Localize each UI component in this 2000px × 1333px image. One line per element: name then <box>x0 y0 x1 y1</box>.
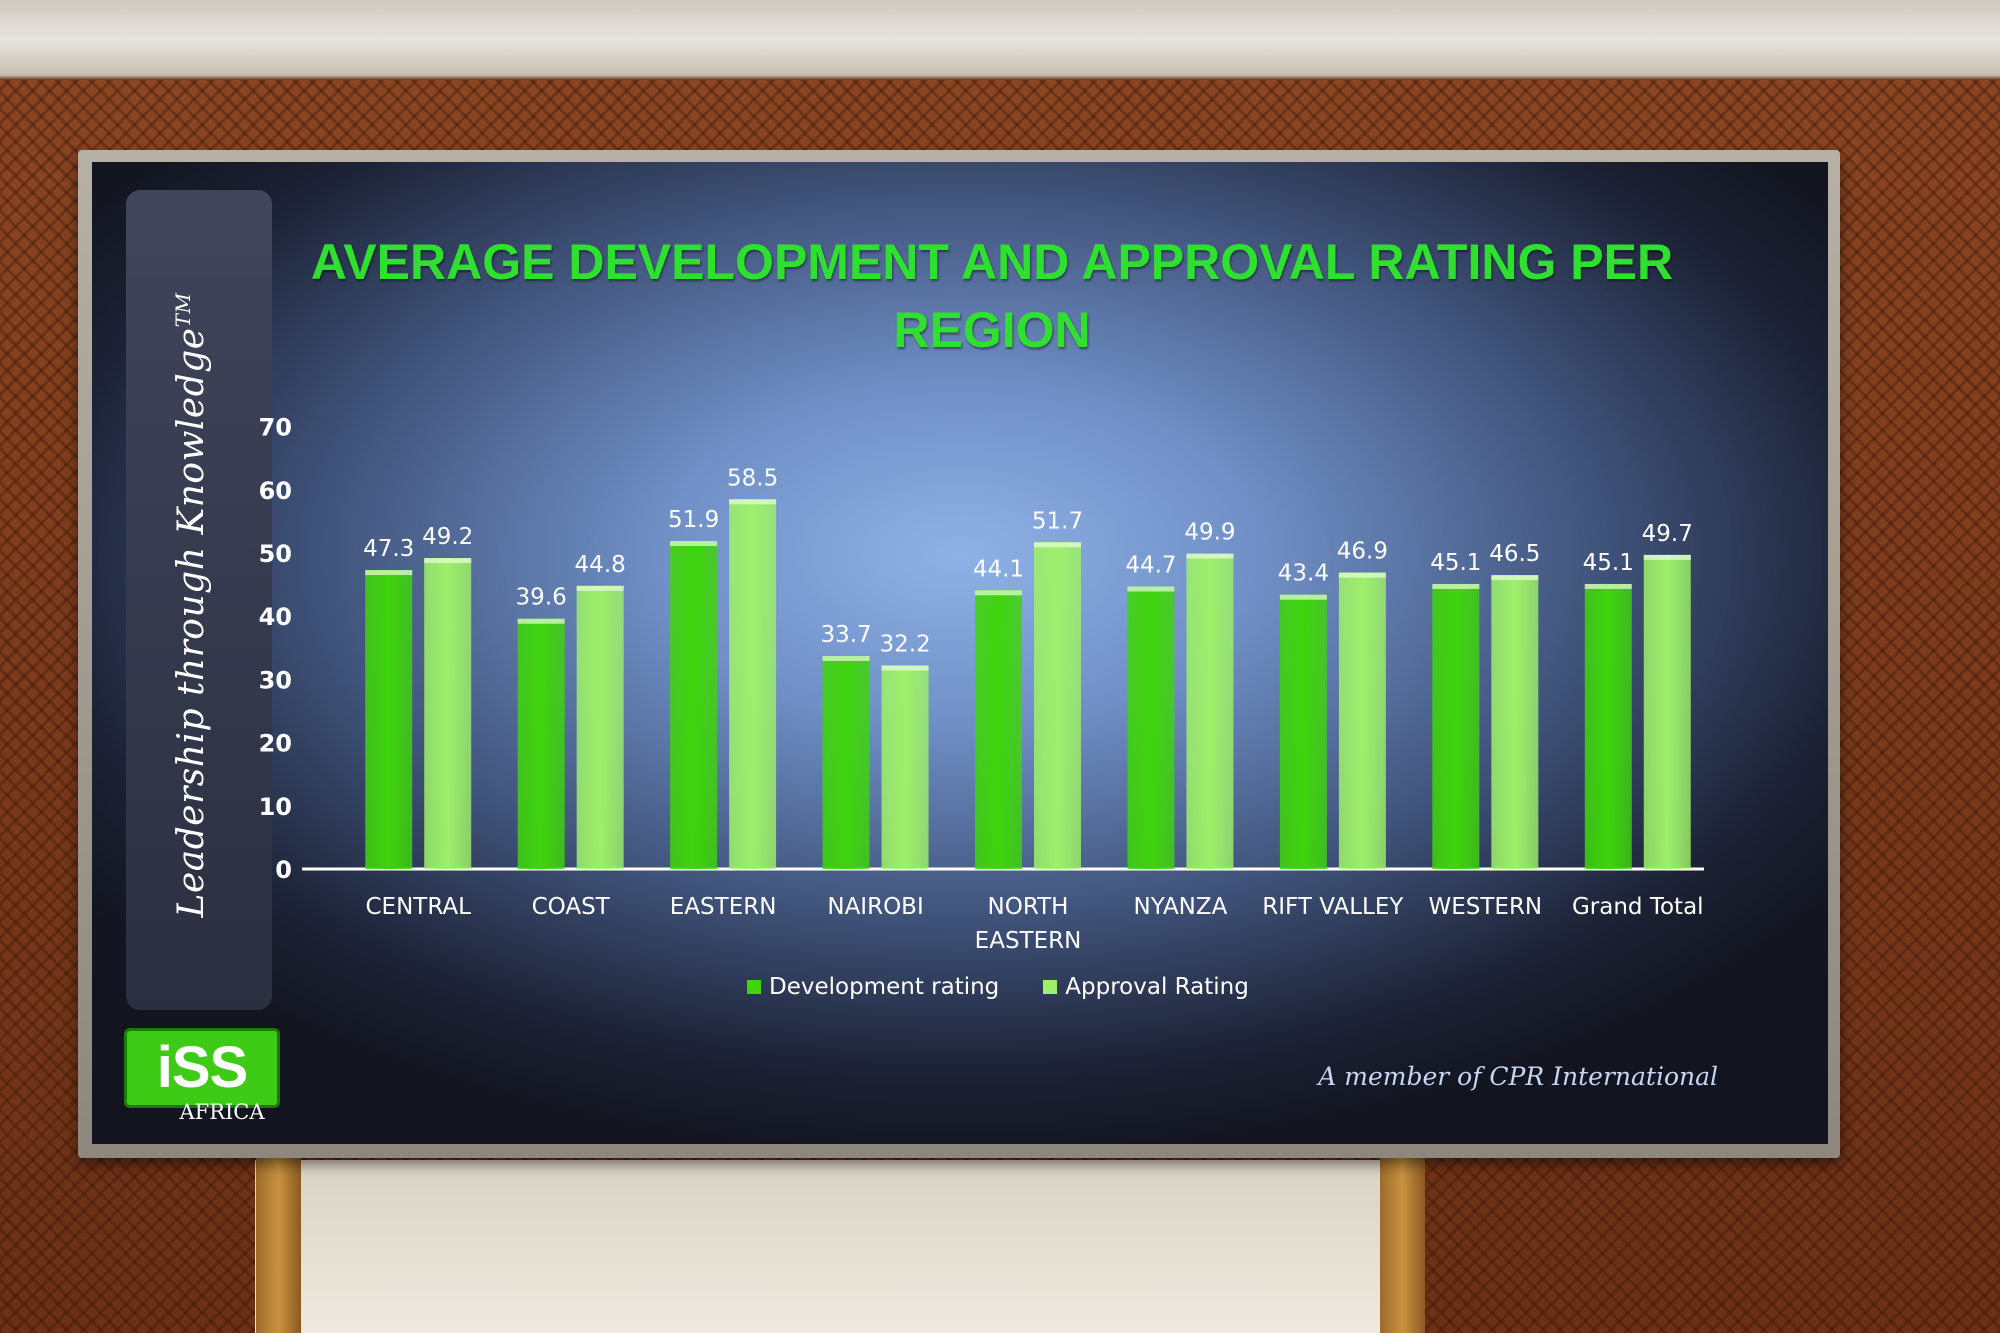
data-label: 49.7 <box>1642 521 1693 547</box>
x-tick-label: COAST <box>532 894 611 920</box>
bar-top-highlight <box>1127 586 1175 592</box>
legend-swatch-approval <box>1043 980 1058 994</box>
iss-logo-subtext: AFRICA <box>179 1100 265 1124</box>
bar-approval <box>1643 554 1691 869</box>
x-tick-label: EASTERN <box>975 928 1082 954</box>
x-tick-label: CENTRAL <box>365 894 471 920</box>
bar-approval <box>1034 542 1081 869</box>
bar-approval <box>729 499 777 869</box>
bar-approval <box>424 558 472 869</box>
data-label: 44.7 <box>1125 552 1176 578</box>
bar-top-highlight <box>1338 572 1386 578</box>
data-label: 39.6 <box>516 585 567 611</box>
bar-top-highlight <box>975 590 1022 596</box>
bar-approval <box>1338 572 1386 869</box>
data-label: 51.7 <box>1032 508 1083 534</box>
legend-item-development: Development rating <box>747 974 999 1000</box>
y-tick-label: 30 <box>259 666 292 694</box>
bar-development <box>1584 583 1632 869</box>
data-label: 45.1 <box>1583 550 1634 576</box>
presentation-slide: Leadership through KnowledgeTM iSS AFRIC… <box>92 162 1828 1144</box>
iss-logo: iSS <box>124 1028 280 1108</box>
y-tick-label: 0 <box>275 856 292 884</box>
x-tick-label: NORTH <box>988 894 1069 920</box>
bar-top-highlight <box>576 585 624 591</box>
data-label: 44.8 <box>575 552 626 578</box>
y-tick-label: 20 <box>259 730 292 758</box>
bar-development <box>822 656 870 869</box>
bar-top-highlight <box>1279 594 1327 600</box>
y-tick-label: 60 <box>259 477 292 505</box>
x-tick-label: RIFT VALLEY <box>1262 894 1404 920</box>
bar-top-highlight <box>1643 554 1691 560</box>
bar-approval <box>1186 553 1234 869</box>
data-label: 58.5 <box>727 465 778 491</box>
x-tick-label: Grand Total <box>1572 894 1704 920</box>
data-label: 43.4 <box>1278 561 1329 587</box>
bar-top-highlight <box>1584 583 1632 589</box>
data-label: 46.5 <box>1489 541 1540 567</box>
bar-development <box>1279 594 1327 869</box>
bar-development <box>975 590 1022 869</box>
data-label: 33.7 <box>820 622 871 648</box>
bar-top-highlight <box>1491 575 1539 581</box>
y-tick-label: 70 <box>259 414 292 442</box>
legend-item-approval: Approval Rating <box>1043 974 1249 1000</box>
bar-top-highlight <box>1186 553 1234 559</box>
legend-label-development: Development rating <box>769 974 1000 1000</box>
data-label: 49.2 <box>422 524 473 550</box>
bar-approval <box>881 665 929 869</box>
legend-swatch-development <box>747 980 761 994</box>
x-tick-label: NYANZA <box>1133 894 1227 920</box>
bar-approval <box>1491 575 1539 869</box>
data-label: 46.9 <box>1337 539 1388 565</box>
chart-legend: Development rating Approval Rating <box>747 974 1249 1000</box>
wall-below-screen <box>255 1160 1385 1333</box>
footer-text: A member of CPR International <box>1318 1062 1718 1091</box>
x-tick-label: EASTERN <box>670 894 777 920</box>
bar-development <box>365 570 413 869</box>
legend-label-approval: Approval Rating <box>1065 974 1249 1000</box>
side-panel: Leadership through KnowledgeTM <box>126 190 272 1010</box>
data-label: 49.9 <box>1184 520 1235 546</box>
data-label: 44.1 <box>973 556 1024 582</box>
bar-top-highlight <box>1432 583 1480 589</box>
bar-top-highlight <box>881 665 929 671</box>
data-label: 47.3 <box>363 536 414 562</box>
bar-development <box>670 540 718 869</box>
bar-top-highlight <box>670 540 718 546</box>
data-label: 51.9 <box>668 507 719 533</box>
data-label: 32.2 <box>879 631 930 657</box>
bar-development <box>1432 583 1480 869</box>
bar-top-highlight <box>729 499 777 505</box>
bar-chart: 0 10 20 30 40 50 60 70 47.3 49.2 CENTRAL 39.6 44.8 CO… <box>259 414 1704 954</box>
y-tick-label: 10 <box>259 793 292 821</box>
bar-top-highlight <box>424 558 472 564</box>
bar-top-highlight <box>365 570 413 576</box>
bar-top-highlight <box>1034 542 1081 548</box>
y-tick-label: 50 <box>259 540 292 568</box>
x-tick-label: WESTERN <box>1429 894 1543 920</box>
y-tick-label: 40 <box>259 603 292 631</box>
x-tick-label: NAIROBI <box>827 894 923 920</box>
data-label: 45.1 <box>1430 550 1481 576</box>
bar-approval <box>576 585 624 869</box>
bar-top-highlight <box>822 656 870 662</box>
bar-development <box>1127 586 1175 869</box>
bar-top-highlight <box>517 618 565 624</box>
bar-development <box>517 618 565 869</box>
chart-title: AVERAGE DEVELOPMENT AND APPROVAL RATING … <box>310 234 1674 358</box>
